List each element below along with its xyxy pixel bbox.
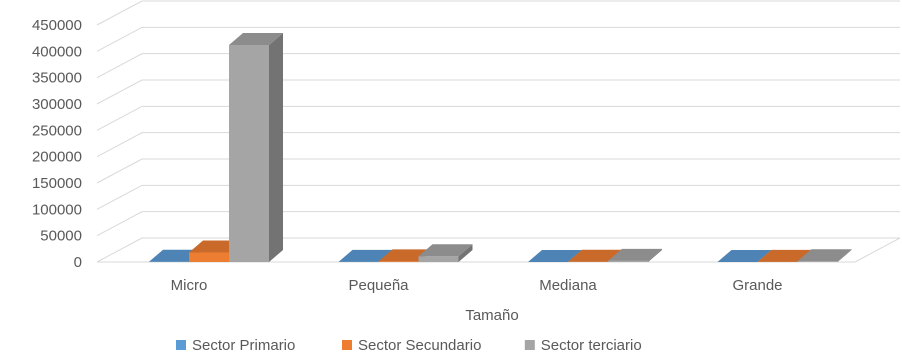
legend-item: Sector terciario xyxy=(525,337,642,354)
y-tick-label: 450000 xyxy=(32,17,82,34)
x-axis-title: Tamaño xyxy=(465,307,518,324)
gridline xyxy=(97,27,900,51)
gridline xyxy=(97,80,900,104)
legend-swatch xyxy=(525,340,535,350)
legend-label: Sector terciario xyxy=(541,337,642,354)
legend-item: Sector Secundario xyxy=(342,337,481,354)
legend-swatch xyxy=(176,340,186,350)
y-tick-label: 350000 xyxy=(32,70,82,87)
bar xyxy=(419,244,473,262)
legend-label: Sector Secundario xyxy=(358,337,481,354)
y-axis-ticks: 0 50000 100000 150000 200000 250000 300000 3500… xyxy=(32,17,82,271)
y-tick-label: 50000 xyxy=(40,228,82,245)
y-tick-label: 250000 xyxy=(32,122,82,139)
x-axis-categories: Micro Pequeña Mediana Grande xyxy=(171,277,783,294)
y-tick-label: 100000 xyxy=(32,201,82,218)
gridline xyxy=(97,212,900,236)
x-category-label: Pequeña xyxy=(348,277,409,294)
bar xyxy=(229,33,283,262)
x-category-label: Mediana xyxy=(539,277,597,294)
bars xyxy=(149,33,852,262)
gridlines xyxy=(97,1,900,262)
gridline xyxy=(97,1,900,25)
legend: Sector Primario Sector Secundario Sector t… xyxy=(176,337,642,354)
gridline xyxy=(97,185,900,209)
gridline xyxy=(97,159,900,183)
y-tick-label: 0 xyxy=(74,254,82,271)
legend-swatch xyxy=(342,340,352,350)
gridline xyxy=(97,133,900,157)
legend-label: Sector Primario xyxy=(192,337,295,354)
y-tick-label: 200000 xyxy=(32,149,82,166)
gridline xyxy=(97,106,900,130)
y-tick-label: 400000 xyxy=(32,43,82,60)
y-tick-label: 150000 xyxy=(32,175,82,192)
x-category-label: Micro xyxy=(171,277,208,294)
y-tick-label: 300000 xyxy=(32,96,82,113)
gridline xyxy=(97,54,900,78)
x-category-label: Grande xyxy=(732,277,782,294)
legend-item: Sector Primario xyxy=(176,337,295,354)
